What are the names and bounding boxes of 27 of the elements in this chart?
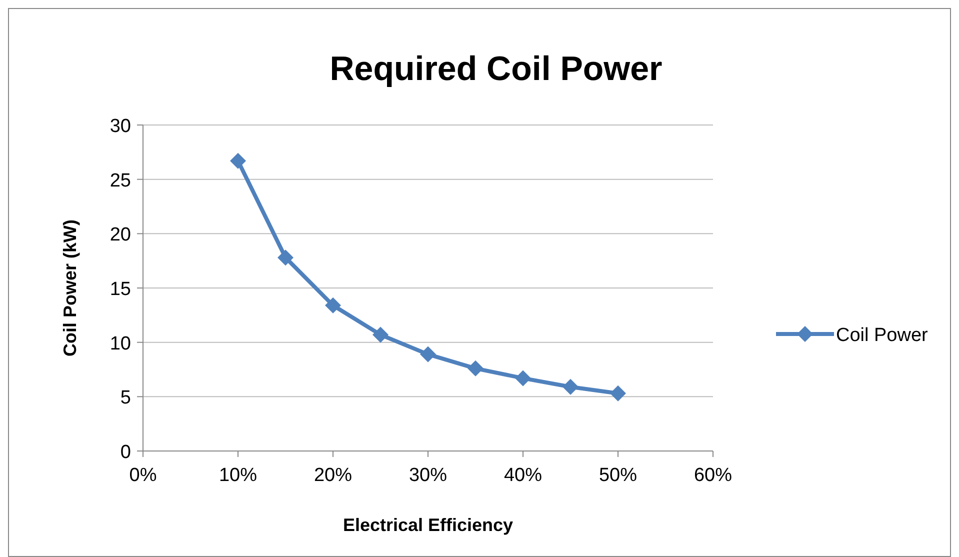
point: [278, 250, 294, 266]
x-tick-label: 30%: [408, 465, 448, 486]
point: [468, 360, 484, 376]
y-tick-label: 20: [110, 224, 131, 246]
chart-title: Required Coil Power: [330, 50, 662, 88]
point: [610, 385, 626, 402]
point: [420, 346, 436, 362]
y-tick-label: 5: [120, 388, 131, 409]
point: [230, 152, 246, 169]
x-tick-label: 20%: [314, 465, 352, 486]
x-tick-label: 50%: [598, 465, 638, 486]
y-tick-label: 15: [110, 279, 131, 300]
x-tick-label: 0%: [129, 465, 157, 486]
y-axis-title: Coil Power (kW): [60, 219, 80, 357]
point: [515, 370, 531, 386]
y-tick-label: 25: [110, 170, 131, 192]
x-tick-label: 60%: [694, 465, 732, 486]
point: [325, 297, 341, 314]
y-tick-label: 0: [120, 442, 131, 463]
legend-label: Coil Power: [836, 325, 929, 346]
point: [562, 378, 578, 395]
x-tick-label: 40%: [504, 465, 542, 486]
x-axis-title: Electrical Efficiency: [342, 515, 514, 535]
y-tick-label: 30: [110, 116, 131, 137]
point: [372, 326, 388, 343]
x-tick-label: 10%: [218, 465, 258, 486]
y-tick-label: 10: [110, 333, 131, 354]
